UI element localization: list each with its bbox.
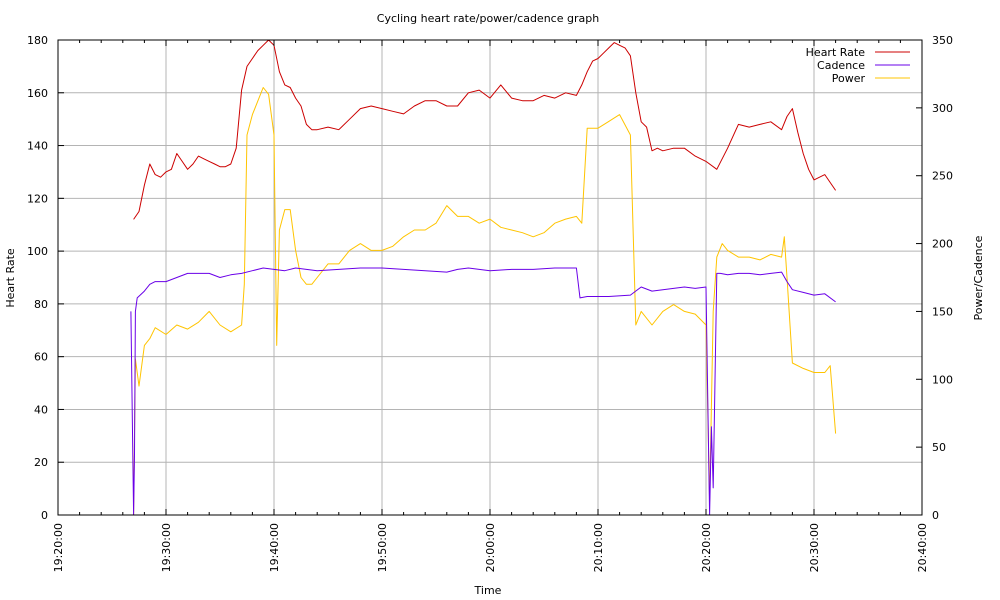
y-tick-label: 180 bbox=[27, 34, 48, 47]
chart-title: Cycling heart rate/power/cadence graph bbox=[377, 12, 599, 25]
y2-tick-label: 150 bbox=[932, 305, 953, 318]
y-tick-label: 0 bbox=[41, 509, 48, 522]
y2-tick-label: 350 bbox=[932, 34, 953, 47]
x-axis-label: Time bbox=[474, 584, 502, 597]
y-tick-label: 80 bbox=[34, 298, 48, 311]
x-tick-label: 20:10:00 bbox=[592, 523, 605, 572]
series-line-power bbox=[133, 87, 837, 516]
x-tick-label: 19:40:00 bbox=[268, 523, 281, 572]
y2-tick-label: 200 bbox=[932, 238, 953, 251]
legend-label: Heart Rate bbox=[806, 46, 866, 59]
y-tick-label: 100 bbox=[27, 245, 48, 258]
y-tick-label: 120 bbox=[27, 192, 48, 205]
x-tick-label: 19:30:00 bbox=[160, 523, 173, 572]
x-tick-label: 20:40:00 bbox=[916, 523, 929, 572]
series-line-heart-rate bbox=[133, 39, 837, 220]
x-tick-label: 20:20:00 bbox=[700, 523, 713, 572]
legend-label: Power bbox=[832, 72, 866, 85]
x-tick-label: 19:50:00 bbox=[376, 523, 389, 572]
grid bbox=[57, 40, 923, 515]
y-tick-label: 140 bbox=[27, 140, 48, 153]
x-tick-label: 20:00:00 bbox=[484, 523, 497, 572]
series-line-cadence bbox=[130, 267, 836, 516]
y-tick-label: 40 bbox=[34, 403, 48, 416]
y-tick-label: 160 bbox=[27, 87, 48, 100]
y2-tick-label: 250 bbox=[932, 170, 953, 183]
series-lines bbox=[130, 39, 837, 516]
y-tick-label: 20 bbox=[34, 456, 48, 469]
axes: 19:20:00 19:30:00 19:40:00 19:50:00 20:00:00… bbox=[27, 34, 953, 572]
y-axis-label: Heart Rate bbox=[4, 248, 17, 308]
y2-tick-label: 100 bbox=[932, 373, 953, 386]
y2-tick-label: 300 bbox=[932, 102, 953, 115]
y2-axis-label: Power/Cadence bbox=[972, 235, 985, 320]
legend-label: Cadence bbox=[817, 59, 865, 72]
y2-tick-label: 50 bbox=[932, 441, 946, 454]
y-tick-label: 60 bbox=[34, 351, 48, 364]
x-tick-label: 20:30:00 bbox=[808, 523, 821, 572]
y2-tick-label: 0 bbox=[932, 509, 939, 522]
x-tick-label: 19:20:00 bbox=[52, 523, 65, 572]
